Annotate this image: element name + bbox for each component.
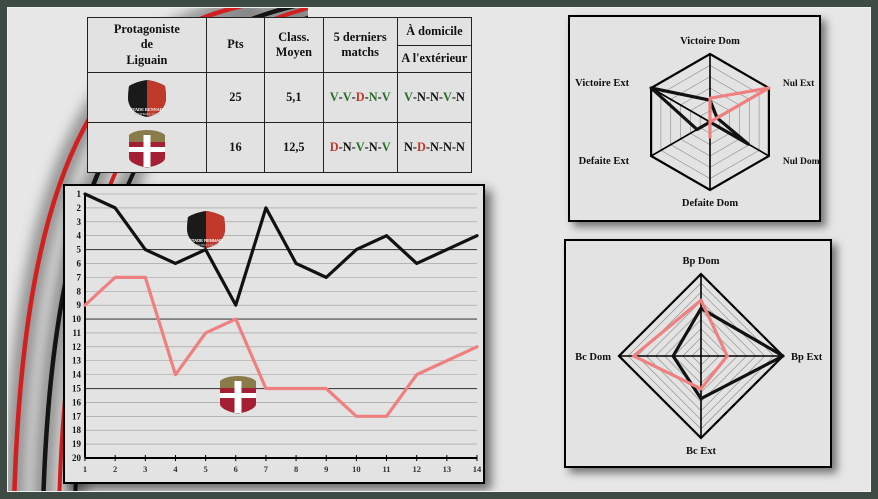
svg-text:3: 3	[143, 464, 147, 474]
svg-text:8: 8	[294, 464, 298, 474]
svg-text:FOOTBALL CLUB: FOOTBALL CLUB	[134, 112, 160, 116]
svg-text:16: 16	[72, 397, 82, 407]
svg-text:13: 13	[443, 464, 452, 474]
svg-text:Bc Ext: Bc Ext	[686, 446, 717, 457]
svg-text:6: 6	[77, 258, 82, 268]
svg-text:Victoire Dom: Victoire Dom	[680, 36, 740, 47]
svg-text:FOOTBALL CLUB: FOOTBALL CLUB	[194, 243, 218, 247]
svg-text:10: 10	[72, 314, 82, 324]
svg-text:12: 12	[412, 464, 421, 474]
svg-text:5: 5	[203, 464, 207, 474]
svg-text:15: 15	[72, 384, 82, 394]
svg-text:7: 7	[77, 272, 82, 282]
svg-text:3: 3	[77, 217, 82, 227]
svg-text:20: 20	[72, 453, 82, 463]
svg-text:8: 8	[77, 286, 82, 296]
svg-text:5: 5	[77, 245, 82, 255]
svg-text:7: 7	[264, 464, 269, 474]
svg-text:6: 6	[234, 464, 238, 474]
svg-text:11: 11	[72, 328, 81, 338]
svg-text:13: 13	[72, 356, 82, 366]
svg-text:Nul Dom: Nul Dom	[783, 157, 819, 167]
svg-text:2: 2	[77, 203, 82, 213]
svg-text:18: 18	[72, 425, 82, 435]
svg-text:17: 17	[72, 411, 82, 421]
svg-text:Bp Ext: Bp Ext	[791, 352, 823, 363]
svg-text:14: 14	[473, 464, 482, 474]
svg-text:9: 9	[324, 464, 328, 474]
svg-text:11: 11	[383, 464, 391, 474]
svg-text:Defaite Dom: Defaite Dom	[682, 198, 739, 209]
svg-text:14: 14	[72, 370, 82, 380]
svg-text:19: 19	[72, 439, 82, 449]
svg-text:4: 4	[77, 231, 82, 241]
svg-text:Bp Dom: Bp Dom	[682, 256, 719, 267]
svg-text:Bc Dom: Bc Dom	[575, 352, 611, 363]
svg-text:12: 12	[72, 342, 82, 352]
svg-text:2: 2	[113, 464, 117, 474]
svg-text:9: 9	[77, 300, 82, 310]
svg-text:4: 4	[173, 464, 178, 474]
svg-text:Nul Ext: Nul Ext	[783, 79, 815, 89]
svg-text:1: 1	[83, 464, 87, 474]
svg-text:1: 1	[77, 189, 82, 199]
svg-text:10: 10	[352, 464, 361, 474]
svg-text:Defaite Ext: Defaite Ext	[579, 156, 630, 167]
svg-text:Victoire Ext: Victoire Ext	[575, 78, 629, 89]
